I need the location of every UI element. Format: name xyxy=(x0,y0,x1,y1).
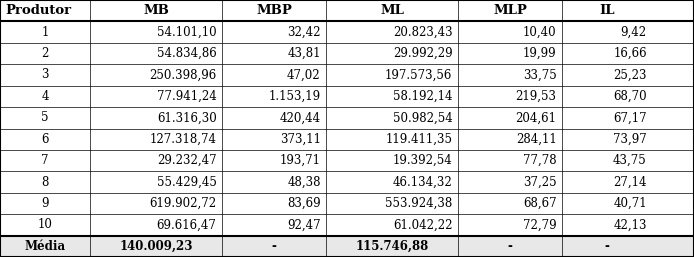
Text: 77,78: 77,78 xyxy=(523,154,557,167)
Text: 40,71: 40,71 xyxy=(613,197,647,210)
Text: 58.192,14: 58.192,14 xyxy=(393,90,452,103)
Text: 219,53: 219,53 xyxy=(516,90,557,103)
Text: 250.398,96: 250.398,96 xyxy=(149,68,217,81)
Text: 1: 1 xyxy=(42,26,49,39)
Text: 4: 4 xyxy=(42,90,49,103)
Text: 67,17: 67,17 xyxy=(613,111,647,124)
Text: 373,11: 373,11 xyxy=(280,133,321,146)
Text: 73,97: 73,97 xyxy=(613,133,647,146)
Text: 46.134,32: 46.134,32 xyxy=(393,176,452,189)
Text: 119.411,35: 119.411,35 xyxy=(385,133,452,146)
Text: 127.318,74: 127.318,74 xyxy=(149,133,217,146)
Text: 1.153,19: 1.153,19 xyxy=(269,90,321,103)
Text: 19,99: 19,99 xyxy=(523,47,557,60)
Text: 197.573,56: 197.573,56 xyxy=(385,68,452,81)
Text: 33,75: 33,75 xyxy=(523,68,557,81)
Text: 83,69: 83,69 xyxy=(287,197,321,210)
Text: 140.009,23: 140.009,23 xyxy=(119,240,193,253)
Text: 193,71: 193,71 xyxy=(280,154,321,167)
Text: ML: ML xyxy=(380,4,404,17)
Text: 47,02: 47,02 xyxy=(287,68,321,81)
Text: 19.392,54: 19.392,54 xyxy=(393,154,452,167)
Text: 61.042,22: 61.042,22 xyxy=(393,218,452,231)
Text: 77.941,24: 77.941,24 xyxy=(157,90,217,103)
Text: 619.902,72: 619.902,72 xyxy=(149,197,217,210)
Text: 68,67: 68,67 xyxy=(523,197,557,210)
Text: IL: IL xyxy=(600,4,615,17)
Text: 8: 8 xyxy=(42,176,49,189)
Text: 115.746,88: 115.746,88 xyxy=(355,240,429,253)
Text: 6: 6 xyxy=(42,133,49,146)
Text: 25,23: 25,23 xyxy=(613,68,647,81)
Text: 68,70: 68,70 xyxy=(613,90,647,103)
Text: 420,44: 420,44 xyxy=(280,111,321,124)
Text: 2: 2 xyxy=(42,47,49,60)
Text: 61.316,30: 61.316,30 xyxy=(157,111,217,124)
Text: -: - xyxy=(271,240,277,253)
Text: 54.834,86: 54.834,86 xyxy=(157,47,217,60)
Text: 10,40: 10,40 xyxy=(523,26,557,39)
Text: Média: Média xyxy=(24,240,66,253)
Bar xyxy=(0,236,694,257)
Text: 54.101,10: 54.101,10 xyxy=(157,26,217,39)
Text: 5: 5 xyxy=(42,111,49,124)
Text: 43,81: 43,81 xyxy=(287,47,321,60)
Text: 20.823,43: 20.823,43 xyxy=(393,26,452,39)
Text: MBP: MBP xyxy=(256,4,292,17)
Text: 92,47: 92,47 xyxy=(287,218,321,231)
Text: 7: 7 xyxy=(42,154,49,167)
Text: 10: 10 xyxy=(37,218,53,231)
Text: 37,25: 37,25 xyxy=(523,176,557,189)
Text: MB: MB xyxy=(143,4,169,17)
Text: 42,13: 42,13 xyxy=(613,218,647,231)
Text: 9: 9 xyxy=(42,197,49,210)
Text: 43,75: 43,75 xyxy=(613,154,647,167)
Text: 32,42: 32,42 xyxy=(287,26,321,39)
Text: -: - xyxy=(604,240,610,253)
Text: MLP: MLP xyxy=(493,4,527,17)
Text: 29.232,47: 29.232,47 xyxy=(157,154,217,167)
Text: 29.992,29: 29.992,29 xyxy=(393,47,452,60)
Text: 50.982,54: 50.982,54 xyxy=(393,111,452,124)
Text: 55.429,45: 55.429,45 xyxy=(157,176,217,189)
Text: 48,38: 48,38 xyxy=(287,176,321,189)
Text: 69.616,47: 69.616,47 xyxy=(157,218,217,231)
Text: 553.924,38: 553.924,38 xyxy=(385,197,452,210)
Text: 3: 3 xyxy=(42,68,49,81)
Text: 27,14: 27,14 xyxy=(613,176,647,189)
Text: 16,66: 16,66 xyxy=(613,47,647,60)
Text: 204,61: 204,61 xyxy=(516,111,557,124)
Text: 72,79: 72,79 xyxy=(523,218,557,231)
Text: -: - xyxy=(507,240,513,253)
Text: Produtor: Produtor xyxy=(6,4,71,17)
Text: 284,11: 284,11 xyxy=(516,133,557,146)
Text: 9,42: 9,42 xyxy=(620,26,647,39)
